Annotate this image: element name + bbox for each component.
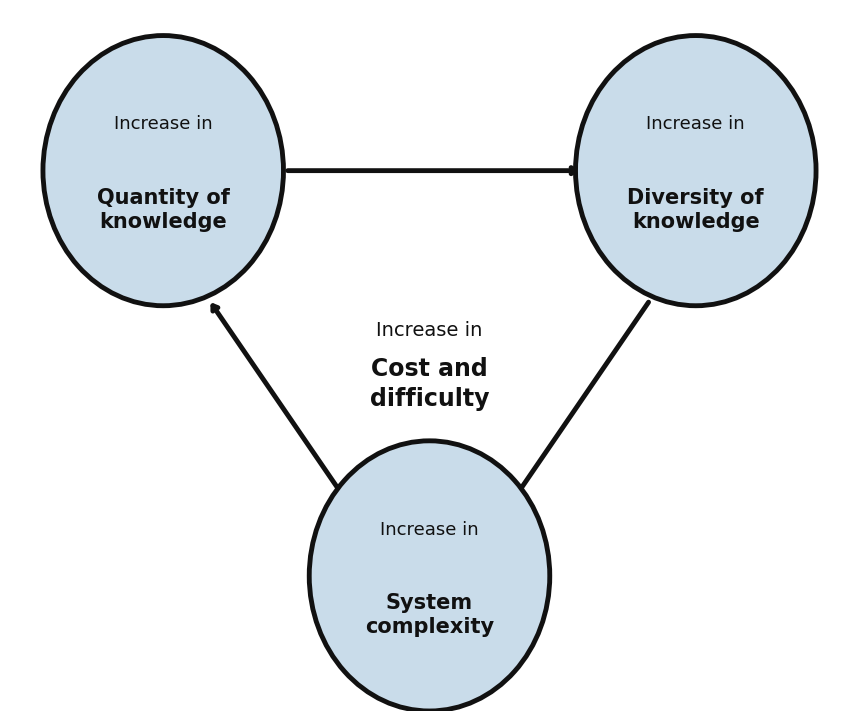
Text: Increase in: Increase in [114,115,212,134]
Text: Cost and
difficulty: Cost and difficulty [369,357,490,411]
Ellipse shape [309,441,550,711]
Text: Diversity of
knowledge: Diversity of knowledge [627,188,765,232]
Ellipse shape [576,36,816,306]
Text: Quantity of
knowledge: Quantity of knowledge [97,188,229,232]
Text: Increase in: Increase in [376,321,483,340]
Text: Increase in: Increase in [647,115,745,134]
Text: System
complexity: System complexity [365,593,494,637]
Ellipse shape [43,36,283,306]
Text: Increase in: Increase in [381,520,478,539]
